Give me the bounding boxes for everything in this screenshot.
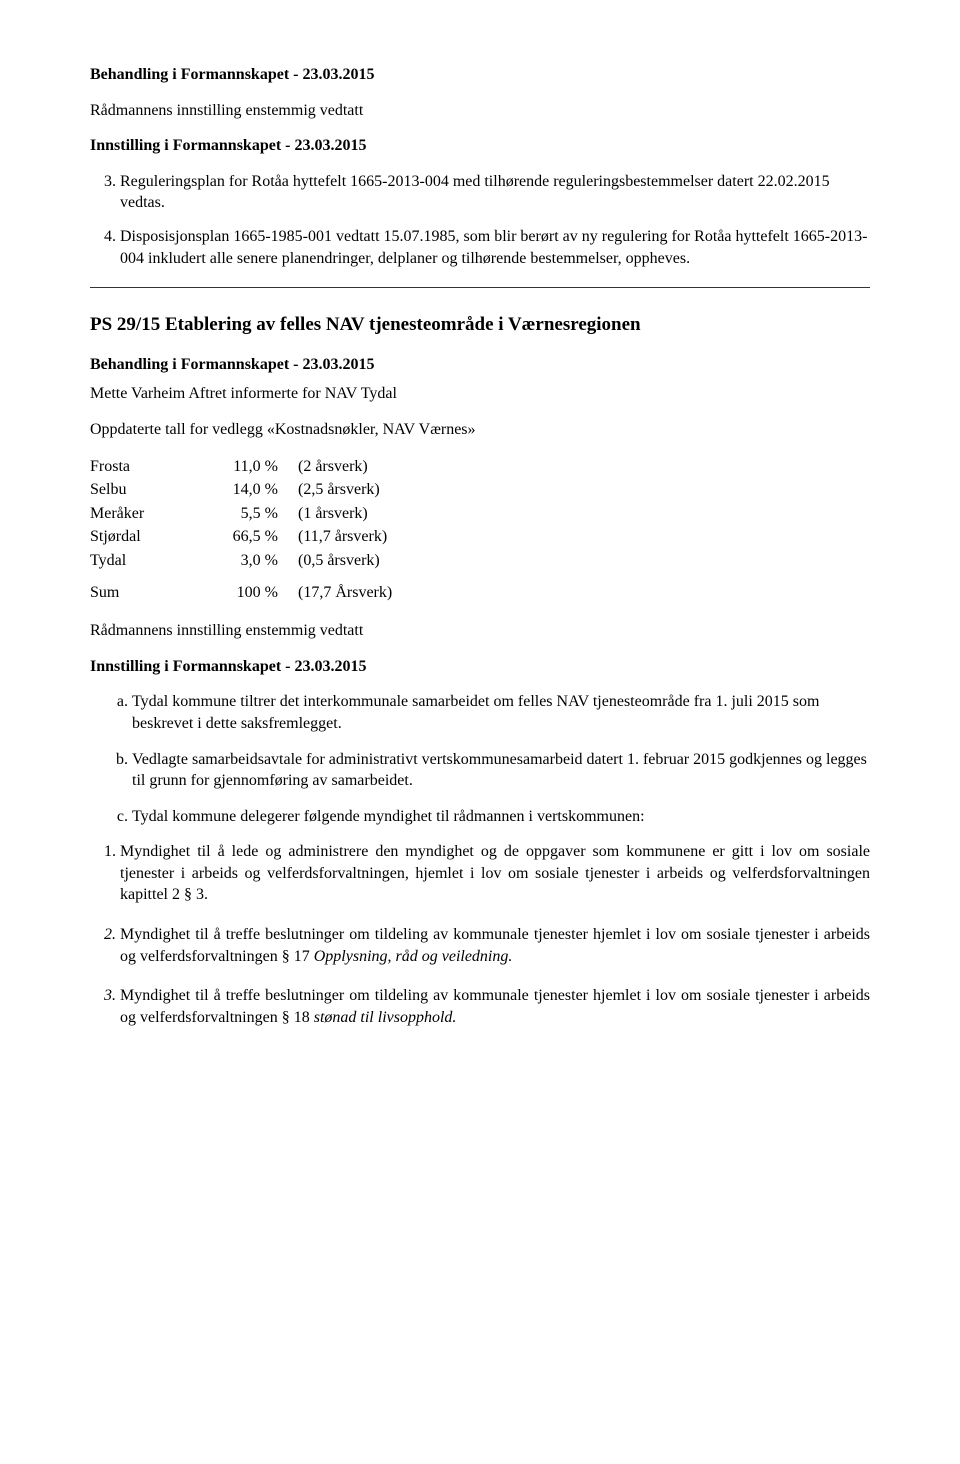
table-row: Frosta 11,0 % (2 årsverk) <box>90 455 400 479</box>
adopted-line-ps29: Rådmannens innstilling enstemmig vedtatt <box>90 620 870 642</box>
cost-label: Stjørdal <box>90 525 198 549</box>
delegation-item-3-text: Myndighet til å treffe beslutninger om t… <box>120 987 870 1026</box>
table-row-sum: Sum 100 % (17,7 Årsverk) <box>90 581 400 605</box>
cost-table: Frosta 11,0 % (2 årsverk) Selbu 14,0 % (… <box>90 455 400 605</box>
table-row: Tydal 3,0 % (0,5 årsverk) <box>90 549 400 573</box>
delegation-item-2-em: Opplysning, råd og veiledning. <box>314 948 513 965</box>
cost-pct: 66,5 % <box>198 525 286 549</box>
cost-desc: (2 årsverk) <box>286 455 400 479</box>
table-row: Selbu 14,0 % (2,5 årsverk) <box>90 478 400 502</box>
alpha-item-b: Vedlagte samarbeidsavtale for administra… <box>132 749 870 792</box>
cost-desc: (1 årsverk) <box>286 502 400 526</box>
delegation-item-2: Myndighet til å treffe beslutninger om t… <box>120 924 870 967</box>
cost-pct: 11,0 % <box>198 455 286 479</box>
cost-desc: (2,5 årsverk) <box>286 478 400 502</box>
intro-line: Mette Varheim Aftret informerte for NAV … <box>90 383 870 405</box>
section-divider <box>90 287 870 288</box>
resolution-heading-top: Innstilling i Formannskapet - 23.03.2015 <box>90 135 870 157</box>
cost-label: Tydal <box>90 549 198 573</box>
cost-label: Selbu <box>90 478 198 502</box>
list-item-4: Disposisjonsplan 1665-1985-001 vedtatt 1… <box>120 226 870 269</box>
alpha-list: Tydal kommune tiltrer det interkommunale… <box>90 691 870 827</box>
resolution-heading-ps29: Innstilling i Formannskapet - 23.03.2015 <box>90 656 870 678</box>
cost-pct: 5,5 % <box>198 502 286 526</box>
delegation-item-3: Myndighet til å treffe beslutninger om t… <box>120 985 870 1028</box>
cost-label-sum: Sum <box>90 581 198 605</box>
cost-pct: 14,0 % <box>198 478 286 502</box>
behandling-heading-ps29: Behandling i Formannskapet - 23.03.2015 <box>90 354 870 376</box>
cost-pct-sum: 100 % <box>198 581 286 605</box>
subhead-costs: Oppdaterte tall for vedlegg «Kostnadsnøk… <box>90 419 870 441</box>
delegation-item-3-em: stønad til livsopphold. <box>314 1009 457 1026</box>
adopted-line-top: Rådmannens innstilling enstemmig vedtatt <box>90 100 870 122</box>
numbered-list-top: Reguleringsplan for Rotåa hyttefelt 1665… <box>90 171 870 269</box>
cost-desc: (11,7 årsverk) <box>286 525 400 549</box>
cost-label: Frosta <box>90 455 198 479</box>
cost-pct: 3,0 % <box>198 549 286 573</box>
behandling-heading-top: Behandling i Formannskapet - 23.03.2015 <box>90 64 870 86</box>
table-row: Meråker 5,5 % (1 årsverk) <box>90 502 400 526</box>
section-title-ps29: PS 29/15 Etablering av felles NAV tjenes… <box>90 312 870 338</box>
cost-desc-sum: (17,7 Årsverk) <box>286 581 400 605</box>
cost-desc: (0,5 årsverk) <box>286 549 400 573</box>
cost-label: Meråker <box>90 502 198 526</box>
delegation-num-list: Myndighet til å lede og administrere den… <box>90 841 870 1028</box>
delegation-item-1: Myndighet til å lede og administrere den… <box>120 841 870 906</box>
table-row: Stjørdal 66,5 % (11,7 årsverk) <box>90 525 400 549</box>
list-item-3: Reguleringsplan for Rotåa hyttefelt 1665… <box>120 171 870 214</box>
alpha-item-a: Tydal kommune tiltrer det interkommunale… <box>132 691 870 734</box>
alpha-item-c: Tydal kommune delegerer følgende myndigh… <box>132 806 870 828</box>
